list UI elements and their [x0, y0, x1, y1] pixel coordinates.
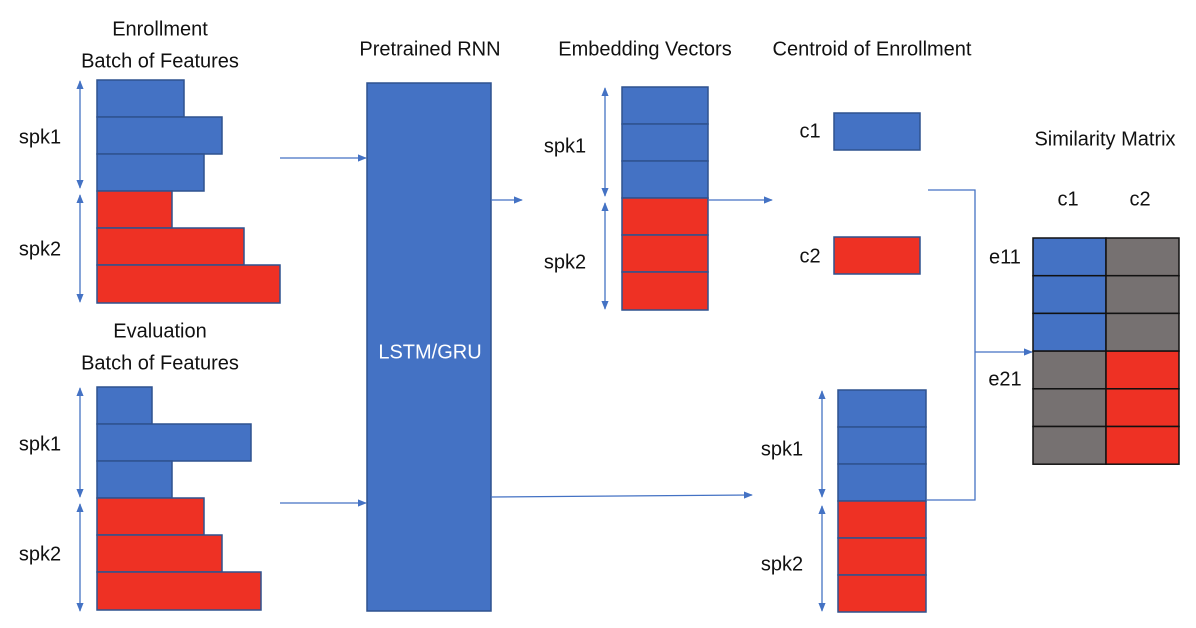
row-label: e11 [989, 246, 1021, 268]
rnn-block [366, 82, 492, 612]
section-title: Pretrained RNN [359, 38, 500, 60]
section-title: Batch of Features [81, 352, 239, 374]
eval-embedding-stack [837, 389, 927, 613]
speaker-label: spk2 [19, 238, 61, 260]
connector [926, 189, 976, 501]
section-title: Similarity Matrix [1034, 128, 1175, 150]
centroid-label: c1 [799, 120, 820, 142]
speaker-label: spk2 [761, 553, 803, 575]
speaker-label: spk1 [19, 433, 61, 455]
column-label: c2 [1129, 188, 1150, 210]
evaluation-bars [96, 386, 262, 611]
embedding-stack [621, 86, 709, 311]
speaker-label: spk1 [19, 126, 61, 148]
flow-arrow [490, 491, 753, 499]
rnn-label: LSTM/GRU [378, 341, 481, 363]
section-title: Centroid of Enrollment [773, 38, 972, 60]
speaker-label: spk2 [19, 543, 61, 565]
similarity-matrix [1032, 237, 1180, 465]
section-title: Evaluation [113, 320, 206, 342]
row-label: e21 [988, 368, 1021, 390]
section-title: Enrollment [112, 18, 208, 40]
column-label: c1 [1057, 188, 1078, 210]
speaker-label: spk1 [761, 438, 803, 460]
centroid-box [833, 112, 921, 151]
enrollment-bars [96, 79, 281, 304]
centroid-label: c2 [799, 245, 820, 267]
centroid-box [833, 236, 921, 275]
speaker-label: spk2 [544, 251, 586, 273]
section-title: Embedding Vectors [558, 38, 731, 60]
speaker-label: spk1 [544, 135, 586, 157]
section-title: Batch of Features [81, 50, 239, 72]
